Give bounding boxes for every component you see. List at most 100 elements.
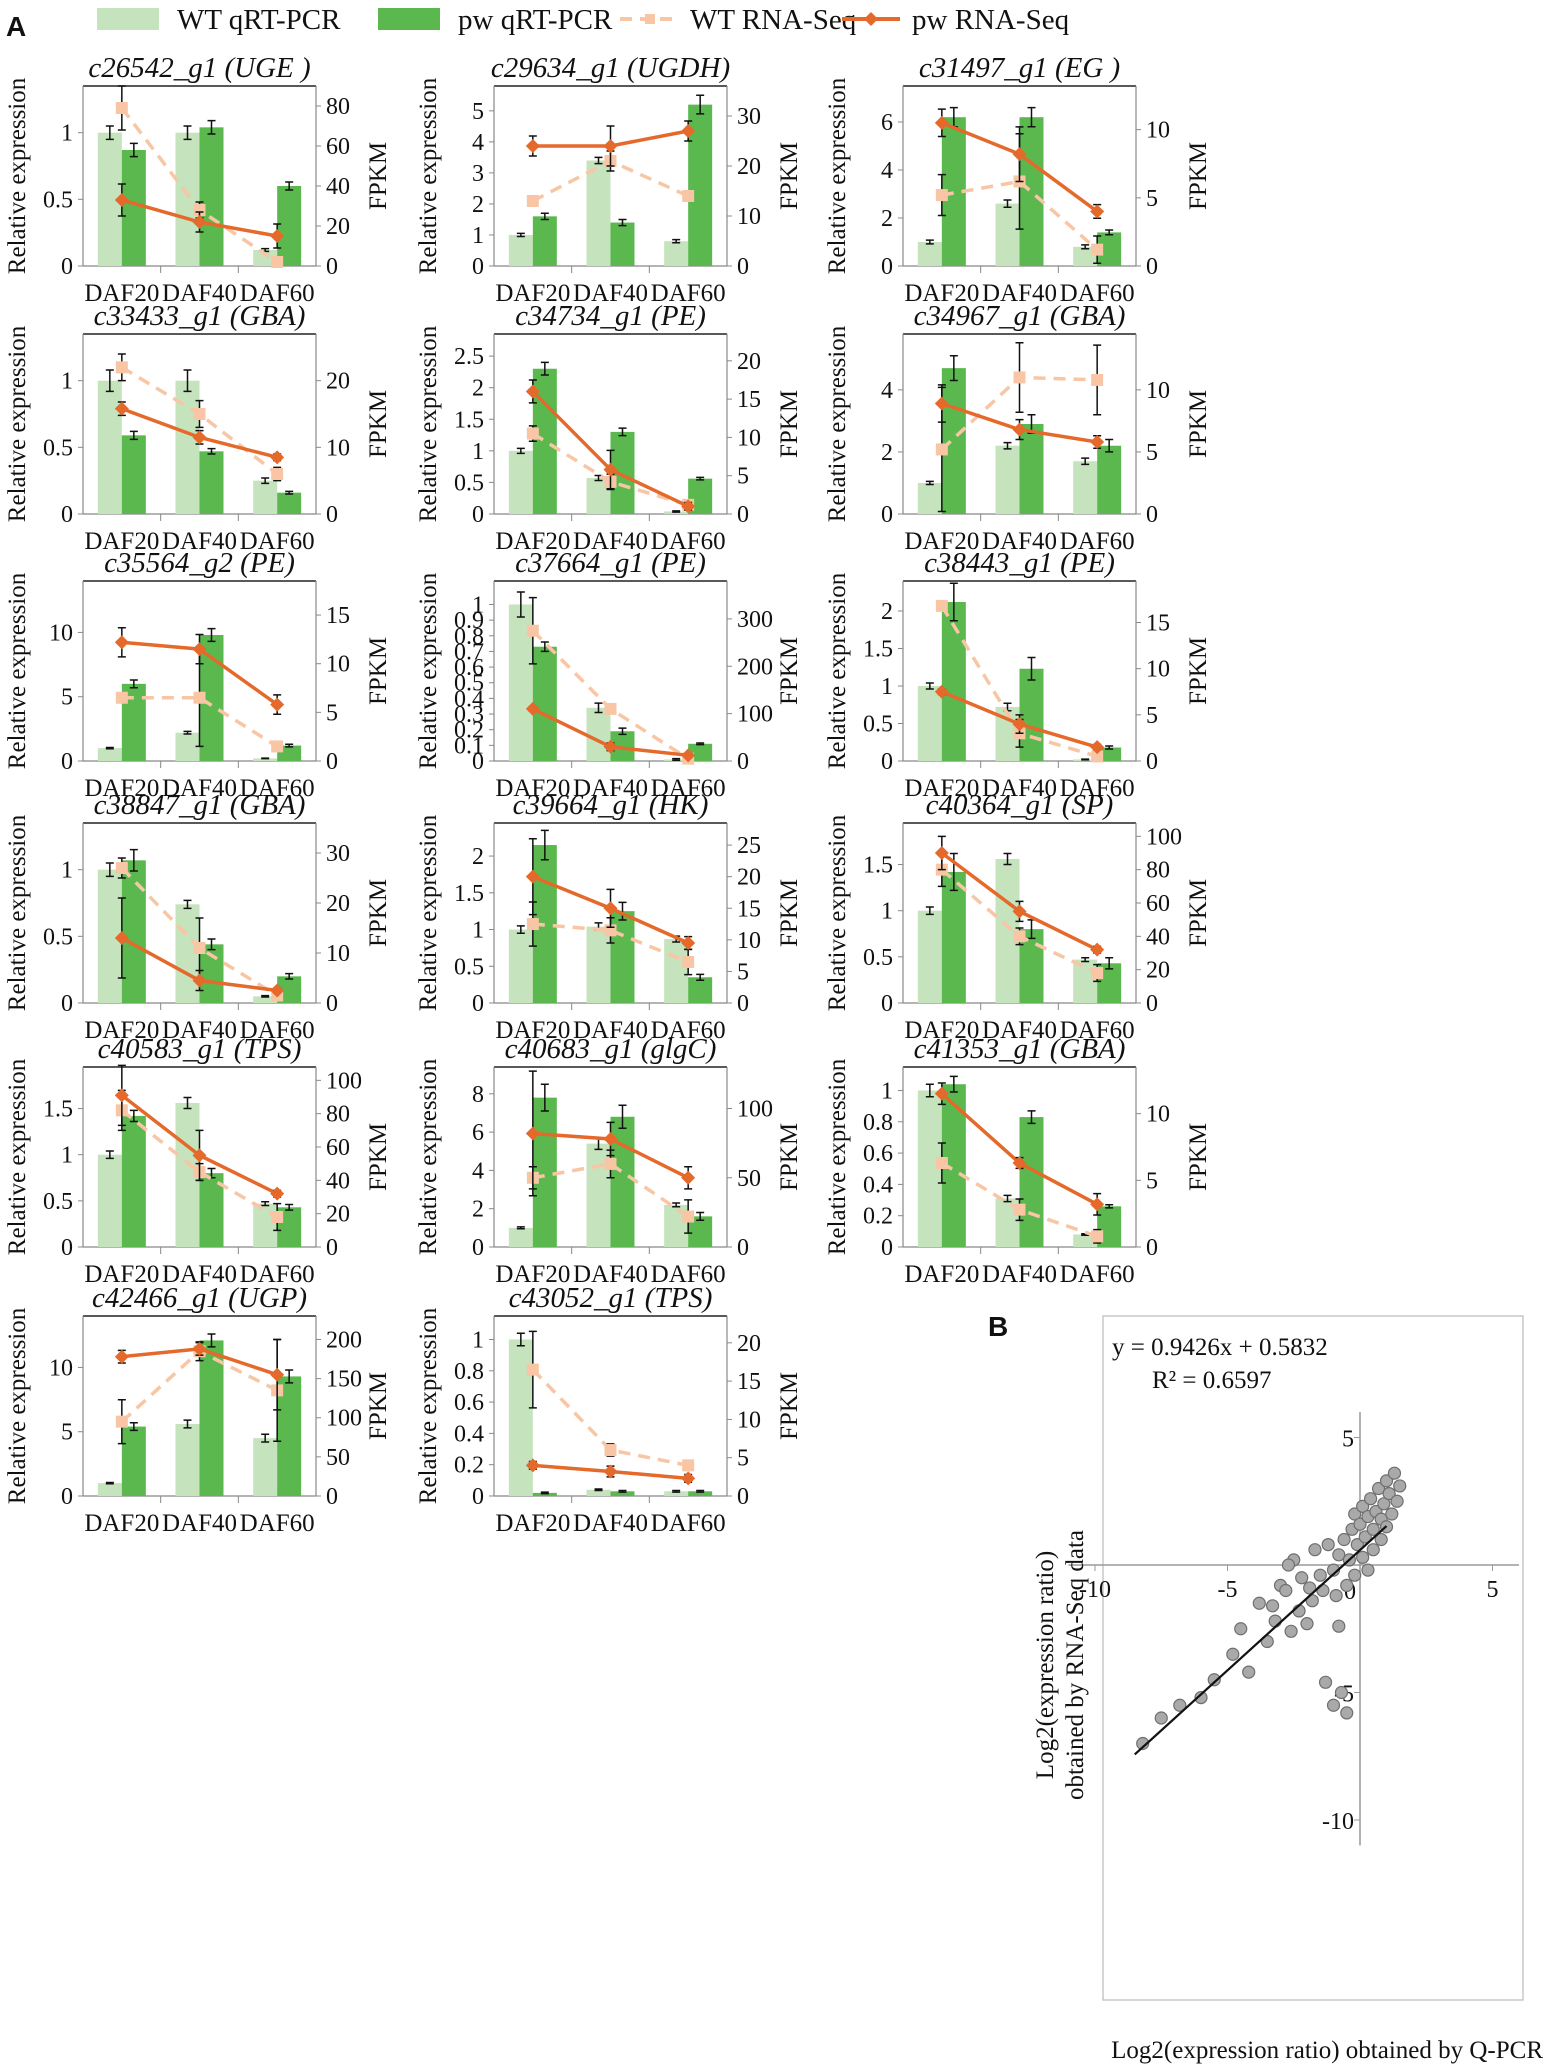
error-bar <box>618 218 627 227</box>
bar-pw-qrtpcr <box>532 216 557 266</box>
error-bar <box>1003 852 1012 866</box>
scatter-point <box>1340 1578 1354 1593</box>
bar-pw-qrtpcr <box>688 977 713 1003</box>
y2-tick-label: 20 <box>1146 958 1170 984</box>
marker-wt-rnaseq <box>526 427 539 440</box>
bar-wt-qrtpcr <box>253 996 278 1003</box>
chart-panel-9: c38443_g1 (PE) 0 0.5 1 1.5 2 0 5 10 15 Relative ex… <box>824 547 1212 802</box>
y-tick-label: 0 <box>472 254 484 280</box>
y-tick-label: 0.8 <box>454 1359 484 1385</box>
marker-wt-rnaseq <box>935 189 948 202</box>
error-bar <box>1105 438 1114 453</box>
category-label: DAF60 <box>651 280 726 307</box>
scatter-x-tick-label: 5 <box>1487 1577 1499 1603</box>
y-tick-label: 2 <box>472 376 484 402</box>
error-bar <box>672 757 681 761</box>
y2-tick-label: 0 <box>326 991 338 1017</box>
y2-tick-label: 15 <box>1146 611 1170 637</box>
y-tick-label: 0 <box>881 254 893 280</box>
y-axis-title: Relative expression <box>415 572 442 769</box>
scatter-point <box>1348 1568 1362 1582</box>
scatter-point <box>1371 1481 1386 1496</box>
y2-tick-label: 0 <box>1146 502 1158 528</box>
category-label: DAF60 <box>651 1261 726 1288</box>
y-tick-label: 2 <box>472 1197 484 1223</box>
y2-axis-title: FPKM <box>1185 637 1212 705</box>
y-tick-label: 5 <box>61 1420 73 1446</box>
y2-tick-label: 0 <box>1146 749 1158 775</box>
y2-axis-title: FPKM <box>776 1123 803 1191</box>
scatter-point <box>1326 1698 1341 1712</box>
y-tick-label: 2 <box>881 440 893 466</box>
y2-tick-label: 80 <box>1146 858 1170 884</box>
scatter-point <box>1136 1736 1150 1751</box>
marker-pw-rnaseq <box>525 1126 540 1141</box>
error-bar <box>105 1150 114 1160</box>
bar-pw-qrtpcr <box>1019 117 1044 266</box>
error-bar <box>261 1201 270 1207</box>
marker-pw-rnaseq <box>934 846 949 860</box>
bar-wt-qrtpcr <box>586 160 611 266</box>
marker-wt-rnaseq <box>526 918 539 931</box>
y-tick-label: 6 <box>472 1120 484 1146</box>
marker-pw-rnaseq <box>1012 1156 1027 1170</box>
y-tick-label: 1 <box>61 369 73 395</box>
error-bar <box>105 1481 114 1485</box>
marker-pw-rnaseq <box>1090 435 1105 449</box>
scatter-point <box>1340 1706 1354 1720</box>
marker-pw-rnaseq <box>603 462 618 477</box>
bar-pw-qrtpcr <box>688 1491 713 1496</box>
bar-pw-qrtpcr <box>199 451 224 514</box>
legend-marker-3 <box>864 12 878 26</box>
marker-pw-rnaseq <box>681 748 696 763</box>
chart-title: c39664_g1 (HK) <box>513 789 709 821</box>
y2-axis-title: FPKM <box>1185 390 1212 458</box>
marker-pw-rnaseq <box>192 430 207 445</box>
error-bar <box>285 1369 294 1384</box>
error-bar <box>696 94 705 115</box>
error-bar <box>207 447 216 455</box>
category-label: DAF20 <box>84 775 159 802</box>
y2-tick-label: 15 <box>326 603 350 629</box>
marker-wt-rnaseq <box>193 942 206 954</box>
chart-panel-2: c29634_g1 (UGDH) 0 1 2 3 4 5 0 10 20 30 Relative ex… <box>415 52 803 307</box>
category-label: DAF40 <box>573 1017 648 1044</box>
scatter-point <box>1154 1711 1168 1725</box>
y-tick-label: 0 <box>61 749 73 775</box>
error-bar <box>207 1333 216 1348</box>
scatter-point <box>1268 1614 1282 1628</box>
category-label: DAF60 <box>651 1017 726 1044</box>
chart-panel-1: c26542_g1 (UGE ) 0 0.5 1 0 20 40 60 80 Relative e… <box>4 52 392 307</box>
y2-tick-label: 5 <box>737 1446 749 1472</box>
error-bar <box>105 862 114 878</box>
y-tick-label: 0 <box>472 1484 484 1510</box>
y-tick-label: 2 <box>881 206 893 232</box>
error-bar <box>105 125 114 141</box>
y-tick-label: 0.5 <box>454 671 484 697</box>
y-tick-label: 0.2 <box>863 1204 893 1230</box>
y-tick-label: 2 <box>472 192 484 218</box>
error-bar <box>1105 1203 1114 1209</box>
category-label: DAF60 <box>240 1261 315 1288</box>
scatter-point <box>1329 1588 1343 1603</box>
y-tick-label: 10 <box>49 620 73 646</box>
error-bar <box>183 899 192 910</box>
error-bar <box>618 727 627 736</box>
y2-tick-label: 40 <box>326 1168 350 1194</box>
category-label: DAF60 <box>240 1510 315 1537</box>
scatter-x-title: Log2(expression ratio) obtained by Q-PCR <box>1111 2037 1543 2064</box>
error-bar <box>672 238 681 244</box>
category-label: DAF60 <box>240 775 315 802</box>
error-bar <box>261 994 270 998</box>
scatter-y-title-line2: obtained by RNA-Seq data <box>1062 1530 1089 1800</box>
error-bar <box>129 679 138 689</box>
y-tick-label: 5 <box>61 685 73 711</box>
bar-pw-qrtpcr <box>121 150 146 266</box>
y-tick-label: 4 <box>881 378 893 404</box>
y-tick-label: 1 <box>472 439 484 465</box>
marker-wt-rnaseq <box>271 740 284 753</box>
error-bar <box>183 125 192 141</box>
chart-title: c26542_g1 (UGE ) <box>88 52 310 84</box>
y-tick-label: 0 <box>61 1484 73 1510</box>
